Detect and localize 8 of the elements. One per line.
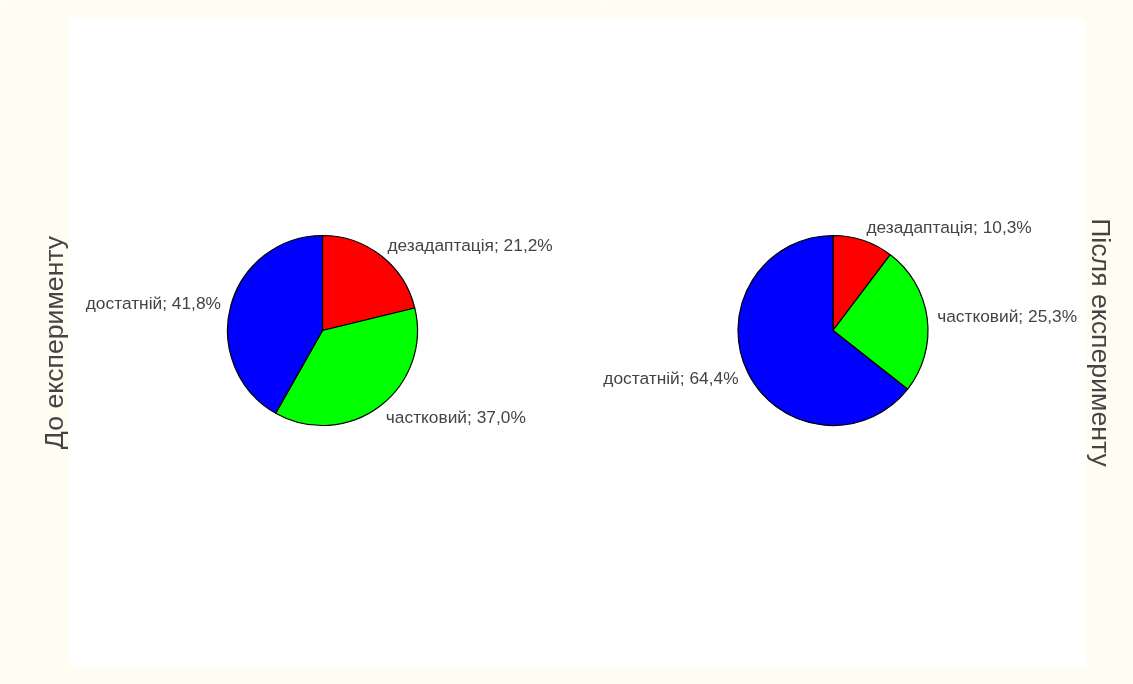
- slice-label: частковий; 25,3%: [937, 306, 1078, 327]
- slice-label: дезадаптація; 21,2%: [387, 234, 553, 255]
- slice-label: достатній; 64,4%: [603, 368, 739, 389]
- slice-label: дезадаптація; 10,3%: [866, 217, 1032, 238]
- text: Після експерименту: [1085, 218, 1116, 468]
- slice-label: частковий; 37,0%: [385, 407, 526, 428]
- text: До експерименту: [38, 235, 69, 450]
- slice-label: достатній; 41,8%: [85, 292, 221, 313]
